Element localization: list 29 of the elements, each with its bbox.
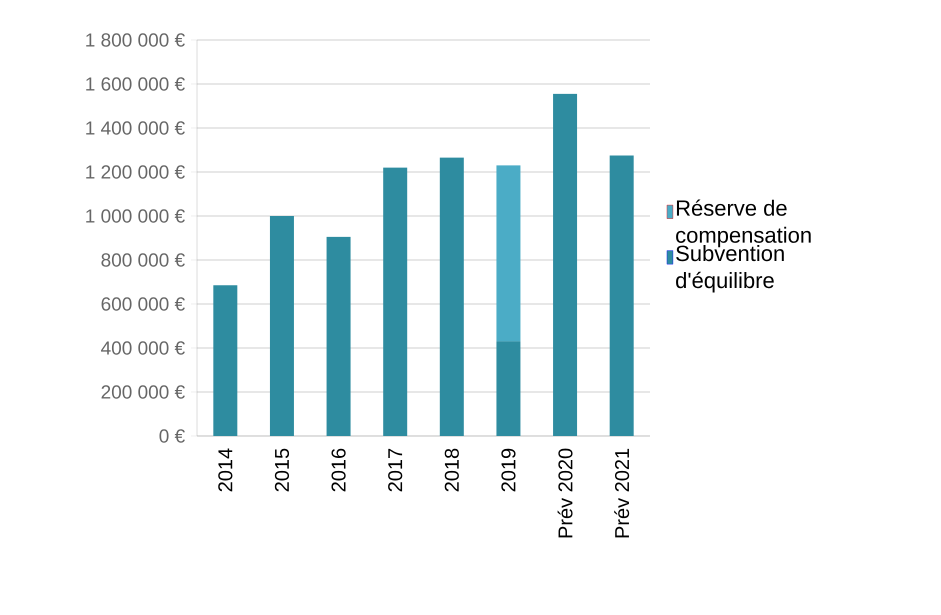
x-tick-label: 2016	[331, 448, 346, 492]
bar	[496, 341, 520, 436]
bar	[270, 216, 294, 436]
y-tick-label: 1 000 000 €	[86, 209, 185, 223]
bar	[610, 155, 634, 436]
x-tick-label: 2017	[388, 448, 402, 492]
bar	[553, 94, 578, 436]
bar	[440, 158, 464, 436]
y-tick-label: 1 800 000 €	[86, 33, 185, 47]
y-tick-label: 800 000 €	[101, 253, 185, 267]
y-tick-label: 600 000 €	[102, 297, 185, 311]
x-tick-label: Prév 2020	[558, 448, 573, 538]
x-tick-label: 2015	[274, 448, 290, 492]
x-tick-label: Prév 2021	[614, 448, 630, 538]
x-tick-label: 2019	[501, 448, 516, 492]
legend-label: Subvention d'équilibre	[676, 245, 784, 293]
bar	[326, 236, 351, 436]
x-tick-label: 2018	[444, 448, 459, 492]
legend-label: Réserve de compensation	[676, 199, 811, 248]
y-tick-label: 0 €	[159, 429, 185, 443]
y-tick-label: 200 000 €	[102, 385, 185, 399]
y-tick-label: 400 000 €	[101, 341, 185, 355]
bar	[213, 285, 238, 436]
y-tick-label: 1 400 000 €	[86, 121, 185, 135]
y-tick-label: 1 200 000 €	[86, 165, 185, 179]
bar	[496, 165, 520, 342]
x-tick-label: 2014	[218, 448, 232, 492]
bar	[383, 168, 408, 436]
y-tick-label: 1 600 000 €	[86, 77, 185, 91]
